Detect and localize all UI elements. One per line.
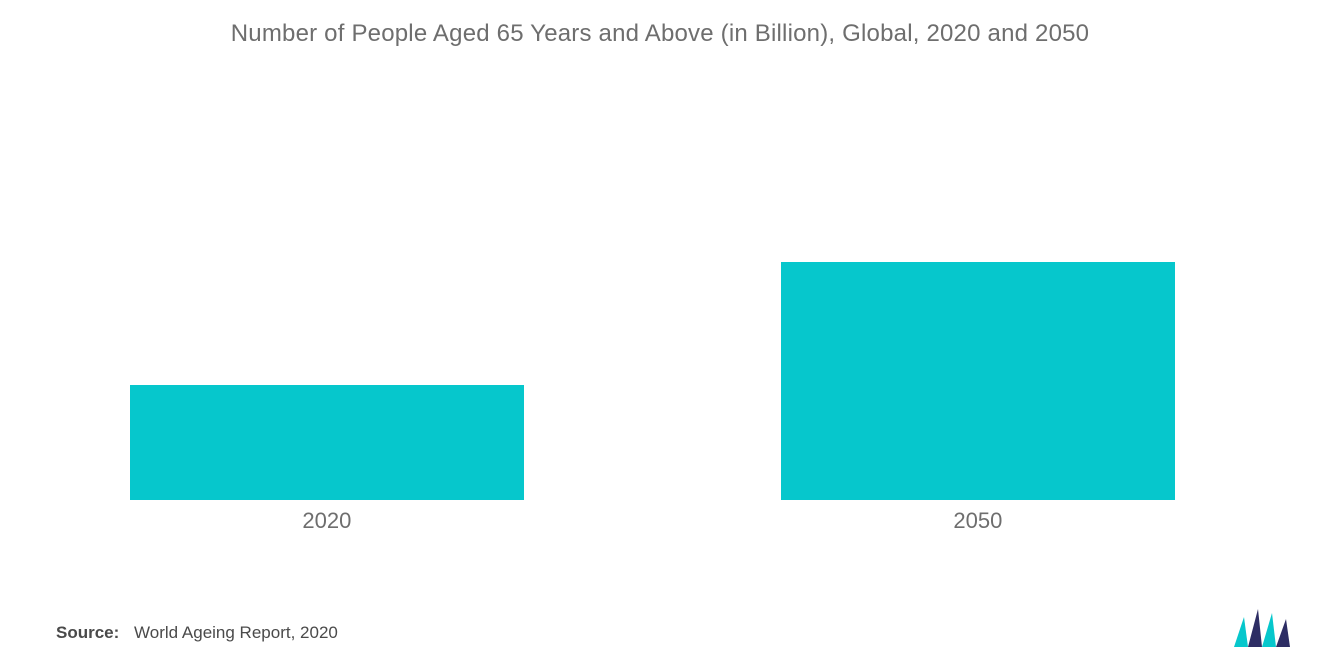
bar-area	[130, 100, 1180, 500]
plot-area	[130, 100, 1180, 500]
x-label-2020: 2020	[302, 508, 351, 534]
mordor-logo-icon	[1234, 609, 1290, 647]
x-axis-labels: 2020 2050	[130, 508, 1180, 538]
logo-bar-4	[1276, 619, 1290, 647]
source-line: Source: World Ageing Report, 2020	[56, 623, 338, 643]
chart-title: Number of People Aged 65 Years and Above…	[0, 0, 1320, 48]
source-text: World Ageing Report, 2020	[134, 623, 338, 642]
logo-bar-1	[1234, 617, 1248, 647]
bar-2050	[781, 262, 1175, 500]
source-label: Source:	[56, 623, 119, 642]
logo-bar-2	[1248, 609, 1262, 647]
logo-bar-3	[1262, 613, 1276, 647]
x-label-2050: 2050	[953, 508, 1002, 534]
bar-2020	[130, 385, 524, 500]
